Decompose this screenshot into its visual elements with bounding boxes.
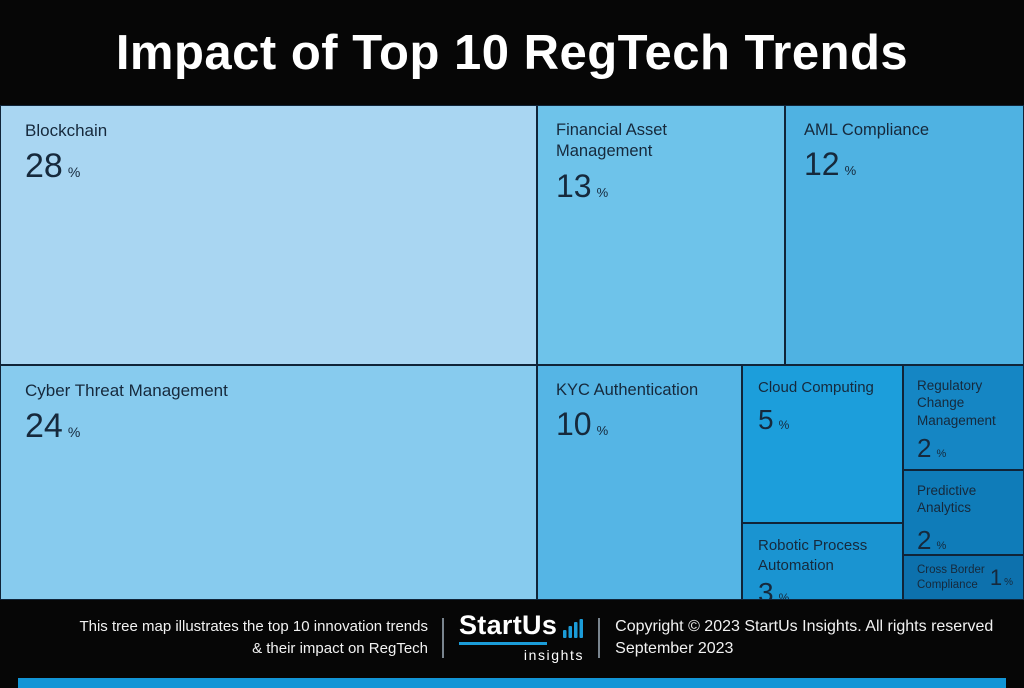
treemap-cell-financial-asset-management: Financial Asset Management 13 % <box>537 105 785 365</box>
logo-top: StartUs <box>459 609 584 640</box>
startus-insights-logo: StartUs insights <box>459 609 585 664</box>
cell-label: Blockchain <box>25 121 108 140</box>
treemap-cell-cloud-computing: Cloud Computing 5 % <box>742 365 903 523</box>
cell-value: 24 % <box>25 407 512 446</box>
cell-label: Cross Border Compliance <box>917 564 985 591</box>
footer-tagline: This tree map illustrates the top 10 inn… <box>0 616 428 660</box>
cell-value-unit: % <box>936 447 947 460</box>
cell-label: Regulatory Change Management <box>917 378 996 428</box>
treemap-cell-blockchain: Blockchain 28 % <box>0 105 537 365</box>
footer-tagline-line2: & their impact on RegTech <box>252 640 428 657</box>
cell-label: Robotic Process Automation <box>758 537 868 574</box>
cell-label: Cloud Computing <box>758 379 874 396</box>
footer-divider <box>442 618 444 658</box>
cell-label: Cyber Threat Management <box>25 381 228 400</box>
cell-value-number: 13 <box>556 167 592 204</box>
footer-copyright-line2: September 2023 <box>615 640 734 657</box>
cell-label: Financial Asset Management <box>556 121 667 161</box>
cell-label: KYC Authentication <box>556 381 699 399</box>
treemap-cell-regulatory-change-management: Regulatory Change Management 2 % <box>903 365 1024 470</box>
cell-value: 28 % <box>25 147 512 186</box>
page-title: Impact of Top 10 RegTech Trends <box>115 25 909 80</box>
cell-value-number: 1 <box>989 564 1003 590</box>
footer-copyright-line1: Copyright © 2023 StartUs Insights. All r… <box>615 617 994 635</box>
treemap-cell-aml-compliance: AML Compliance 12 % <box>785 105 1024 365</box>
treemap-cell-cross-border-compliance: Cross Border Compliance 1 % <box>903 555 1024 600</box>
cell-value-number: 24 <box>25 407 63 446</box>
bar-chart-icon <box>563 619 584 639</box>
cell-value: 10 % <box>556 408 723 442</box>
logo-underline <box>459 642 547 646</box>
cell-value-unit: % <box>844 163 857 179</box>
cell-value-number: 12 <box>804 146 840 183</box>
cell-value: 5 % <box>758 403 887 435</box>
cell-value: 2 % <box>917 524 1010 555</box>
treemap-chart: Blockchain 28 % Cyber Threat Management … <box>0 105 1024 600</box>
cell-label: AML Compliance <box>804 121 930 139</box>
cell-value: 12 % <box>804 148 1005 182</box>
cell-value-unit: % <box>936 539 947 552</box>
cell-value-unit: % <box>596 184 609 200</box>
cell-value-unit: % <box>67 424 81 441</box>
treemap-cell-kyc-authentication: KYC Authentication 10 % <box>537 365 742 600</box>
treemap-cell-cyber-threat-management: Cyber Threat Management 24 % <box>0 365 537 600</box>
cell-value: 3 % <box>758 577 887 600</box>
treemap-cell-predictive-analytics: Predictive Analytics 2 % <box>903 470 1024 555</box>
treemap-cell-robotic-process-automation: Robotic Process Automation 3 % <box>742 523 903 600</box>
bottom-accent-bar <box>18 678 1006 688</box>
footer-tagline-line1: This tree map illustrates the top 10 inn… <box>79 618 428 636</box>
cell-value-unit: % <box>67 164 81 181</box>
cell-value-number: 2 <box>917 524 932 555</box>
footer-divider <box>598 618 601 658</box>
footer-copyright: Copyright © 2023 StartUs Insights. All r… <box>615 616 993 661</box>
cell-value-unit: % <box>778 417 790 432</box>
footer: This tree map illustrates the top 10 inn… <box>0 600 1024 688</box>
cell-value-unit: % <box>596 423 609 439</box>
footer-row: This tree map illustrates the top 10 inn… <box>0 600 1024 676</box>
cell-value: 2 % <box>917 432 1010 463</box>
cell-value-number: 3 <box>758 577 774 600</box>
cell-value: 13 % <box>556 167 766 204</box>
logo-wordmark: StartUs <box>459 609 558 640</box>
cell-value-unit: % <box>778 591 790 600</box>
cell-value-unit: % <box>1004 576 1013 588</box>
header: Impact of Top 10 RegTech Trends <box>0 0 1024 105</box>
cell-value-number: 2 <box>917 432 932 463</box>
cell-value-number: 5 <box>758 403 774 435</box>
cell-value-number: 10 <box>556 406 592 443</box>
cell-label: Predictive Analytics <box>917 483 977 516</box>
logo-subtitle: insights <box>523 647 585 664</box>
cell-value-number: 28 <box>25 147 63 186</box>
cell-value: 1 % <box>990 566 1013 589</box>
